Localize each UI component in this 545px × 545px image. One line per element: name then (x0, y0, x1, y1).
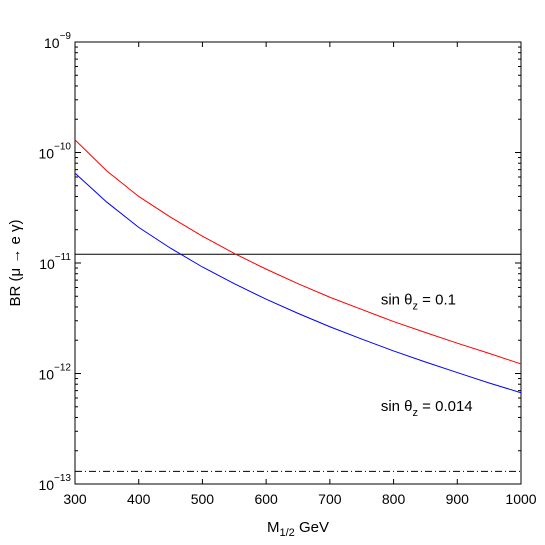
y-tick-label-base: 10 (44, 35, 60, 51)
y-tick-label-exp: −10 (54, 142, 71, 153)
x-tick-label: 900 (446, 491, 470, 507)
reference-lines (75, 253, 521, 472)
y-tick-label: 10−9 (44, 31, 71, 51)
annotation-sub: z (413, 301, 419, 313)
y-tick-label-exp: −13 (54, 473, 71, 484)
annotation-prefix: sin θ (381, 398, 413, 415)
annotation-suffix: = 0.1 (418, 292, 456, 309)
annotation-2: sin θz = 0.014 (381, 398, 473, 419)
annotation-sub: z (413, 407, 419, 419)
y-tick-label: 10−12 (38, 363, 71, 383)
y-tick-label-exp: −12 (54, 363, 71, 374)
x-tick-label: 300 (63, 491, 87, 507)
annotation-prefix: sin θ (381, 292, 413, 309)
y-tick-label-exp: −11 (55, 252, 72, 263)
x-tick-label: 1000 (505, 491, 536, 507)
y-tick-label-base: 10 (38, 477, 54, 493)
x-axis-title-rest: GeV (295, 519, 329, 536)
x-tick-label: 700 (318, 491, 342, 507)
x-tick-label: 400 (127, 491, 151, 507)
y-tick-label-base: 10 (39, 256, 55, 272)
series-line-2 (74, 172, 522, 394)
y-tick-label-exp: −9 (60, 31, 72, 42)
x-axis-title-main: M (267, 519, 280, 536)
plot-area (74, 41, 522, 485)
y-axis-title: BR (μ → e γ) (7, 220, 24, 307)
series-group (74, 139, 522, 394)
y-tick-label-base: 10 (38, 146, 54, 162)
x-tick-label: 800 (382, 491, 406, 507)
x-tick-label: 600 (254, 491, 278, 507)
x-tick-label: 500 (191, 491, 215, 507)
annotation-1: sin θz = 0.1 (381, 292, 456, 313)
y-tick-label-base: 10 (38, 367, 54, 383)
series-line-1 (74, 139, 522, 365)
y-tick-label: 10−11 (39, 252, 71, 272)
y-tick-label: 10−13 (38, 473, 71, 493)
y-tick-label: 10−10 (38, 142, 71, 162)
axis-ticks: 300 400 500 600 700 800 900 100010−1310−1210−11… (38, 31, 536, 507)
annotation-suffix: = 0.014 (418, 398, 473, 415)
x-axis-title: M1/2 GeV (267, 519, 329, 539)
x-axis-title-sub: 1/2 (280, 527, 295, 539)
